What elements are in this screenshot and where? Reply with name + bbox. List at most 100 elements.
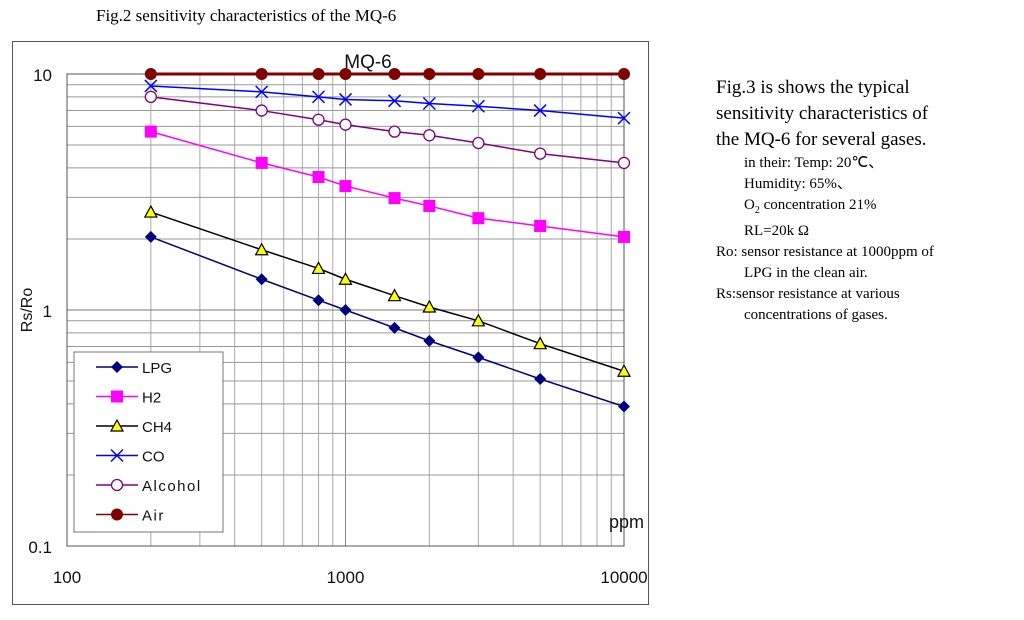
- data-point-ch4: [143, 204, 158, 218]
- legend-label: Alcohol: [142, 478, 202, 495]
- chart-frame: [12, 41, 649, 605]
- data-point-alcohol: [144, 90, 157, 104]
- y-tick-label: 0.1: [28, 538, 52, 557]
- data-point-co: [338, 92, 353, 106]
- data-point-co: [533, 104, 547, 118]
- legend-item: CO: [96, 449, 165, 466]
- data-point-alcohol: [423, 129, 436, 142]
- series-air: [144, 68, 630, 80]
- legend-marker: [109, 418, 125, 432]
- series-layer: [143, 68, 632, 413]
- data-point-air: [388, 68, 401, 80]
- data-point-ch4: [422, 299, 437, 313]
- data-point-ch4: [471, 313, 486, 327]
- x-tick-label: 1000: [327, 568, 365, 587]
- x-tick-labels: 100 1000 10000: [53, 568, 648, 587]
- series-line-ch4: [150, 211, 625, 372]
- y-tick-label: 1: [43, 302, 52, 321]
- data-point-lpg: [423, 334, 436, 347]
- rs-definition-line2: concentrations of gases.: [744, 307, 888, 323]
- data-point-alcohol: [339, 118, 352, 131]
- legend-box: [73, 351, 224, 533]
- data-point-h2: [423, 199, 436, 212]
- data-point-alcohol: [388, 125, 401, 138]
- data-point-air: [472, 68, 485, 80]
- data-point-air: [312, 68, 325, 80]
- data-point-co: [255, 85, 269, 99]
- data-point-air: [339, 68, 352, 80]
- data-point-ch4: [387, 288, 402, 302]
- ro-definition-line2: LPG in the clean air.: [744, 265, 868, 281]
- legend-item: H2: [96, 390, 161, 407]
- legend-marker: [111, 361, 123, 373]
- data-point-h2: [534, 219, 547, 232]
- data-point-lpg: [388, 321, 401, 334]
- chart-title: MQ-6: [344, 52, 392, 73]
- series-line-alcohol: [150, 96, 625, 164]
- data-point-lpg: [144, 230, 157, 243]
- description-line: Fig.3 is shows the typical: [716, 77, 910, 98]
- description-line: sensitivity characteristics of: [716, 103, 929, 124]
- condition-rl: RL=20k Ω: [744, 223, 810, 239]
- ro-definition-line1: Ro: sensor resistance at 1000ppm of: [716, 244, 934, 260]
- data-point-h2: [388, 192, 401, 205]
- series-h2: [144, 125, 630, 243]
- series-co: [144, 79, 631, 125]
- data-point-lpg: [618, 400, 630, 413]
- data-point-h2: [312, 171, 325, 184]
- y-tick-labels: 0.1 1 10: [28, 66, 52, 557]
- data-point-ch4: [254, 242, 269, 256]
- data-point-alcohol: [617, 156, 631, 170]
- series-alcohol: [144, 90, 631, 170]
- data-point-air: [618, 68, 630, 80]
- legend-marker: [111, 390, 123, 403]
- series-ch4: [143, 204, 632, 377]
- description-panel: Fig.3 is shows the typical sensitivity c…: [716, 75, 934, 326]
- data-point-lpg: [255, 273, 268, 286]
- data-point-co: [144, 79, 158, 93]
- description-line: the MQ-6 for several gases.: [716, 129, 927, 150]
- series-line-co: [150, 85, 625, 119]
- data-point-ch4: [533, 336, 548, 350]
- data-point-h2: [472, 212, 485, 225]
- o2-subscript: 2: [754, 205, 760, 216]
- legend: LPG H2 CH4 CO Alcohol Air: [73, 351, 224, 533]
- x-axis-label: ppm: [609, 512, 644, 532]
- data-point-ch4: [338, 271, 353, 285]
- data-point-lpg: [339, 304, 352, 316]
- series-lpg: [144, 230, 630, 413]
- data-point-ch4: [616, 364, 632, 377]
- data-point-co: [422, 96, 436, 111]
- legend-item: Alcohol: [96, 478, 202, 495]
- data-point-alcohol: [312, 113, 325, 126]
- data-point-co: [388, 94, 402, 108]
- data-point-h2: [339, 180, 352, 193]
- legend-marker: [111, 508, 123, 521]
- data-point-air: [423, 68, 436, 80]
- figure-title: Fig.2 sensitivity characteristics of the…: [96, 6, 397, 25]
- data-point-co: [471, 99, 485, 113]
- o2-suffix: concentration 21%: [759, 197, 877, 213]
- data-point-co: [617, 111, 631, 125]
- condition-humidity: Humidity: 65%、: [744, 176, 852, 192]
- condition-temp: in their: Temp: 20℃、: [744, 155, 884, 171]
- data-point-lpg: [534, 373, 547, 386]
- data-point-alcohol: [472, 136, 485, 150]
- data-point-air: [255, 68, 268, 80]
- legend-label: CO: [142, 449, 165, 466]
- data-point-lpg: [472, 351, 485, 364]
- legend-item: LPG: [96, 360, 172, 377]
- condition-o2: O2 concentration 21%: [716, 195, 934, 221]
- legend-label: Air: [142, 508, 165, 525]
- x-tick-label: 10000: [600, 568, 647, 587]
- data-point-alcohol: [255, 104, 268, 117]
- series-line-h2: [150, 130, 625, 238]
- data-point-air: [144, 68, 157, 80]
- data-point-lpg: [312, 294, 325, 307]
- rs-definition-line1: Rs:sensor resistance at various: [716, 286, 900, 302]
- legend-marker: [110, 448, 124, 463]
- y-tick-label: 10: [33, 66, 52, 85]
- data-point-air: [534, 68, 547, 80]
- data-point-alcohol: [534, 147, 547, 160]
